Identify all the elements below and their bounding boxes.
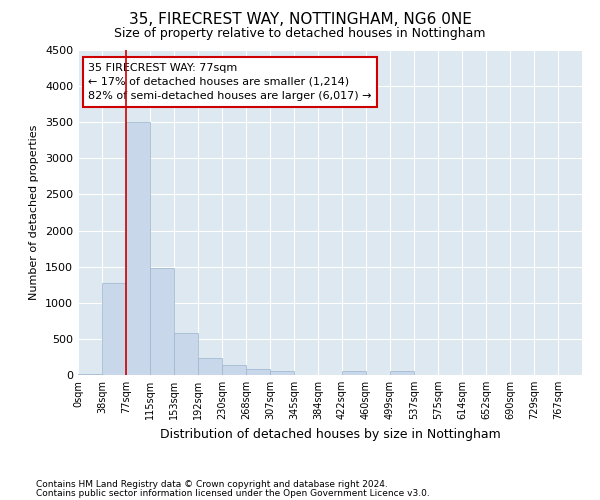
X-axis label: Distribution of detached houses by size in Nottingham: Distribution of detached houses by size … xyxy=(160,428,500,440)
Text: Contains public sector information licensed under the Open Government Licence v3: Contains public sector information licen… xyxy=(36,488,430,498)
Bar xyxy=(126,122,150,375)
Bar xyxy=(150,268,174,375)
Text: Size of property relative to detached houses in Nottingham: Size of property relative to detached ho… xyxy=(114,28,486,40)
Bar xyxy=(102,284,126,375)
Text: 35, FIRECREST WAY, NOTTINGHAM, NG6 0NE: 35, FIRECREST WAY, NOTTINGHAM, NG6 0NE xyxy=(128,12,472,28)
Bar xyxy=(78,374,102,375)
Bar xyxy=(174,333,198,375)
Bar xyxy=(198,358,222,375)
Bar xyxy=(342,372,366,375)
Y-axis label: Number of detached properties: Number of detached properties xyxy=(29,125,40,300)
Text: Contains HM Land Registry data © Crown copyright and database right 2024.: Contains HM Land Registry data © Crown c… xyxy=(36,480,388,489)
Bar xyxy=(246,369,270,375)
Text: 35 FIRECREST WAY: 77sqm
← 17% of detached houses are smaller (1,214)
82% of semi: 35 FIRECREST WAY: 77sqm ← 17% of detache… xyxy=(88,63,371,101)
Bar xyxy=(222,365,246,375)
Bar xyxy=(390,372,414,375)
Bar xyxy=(270,371,294,375)
